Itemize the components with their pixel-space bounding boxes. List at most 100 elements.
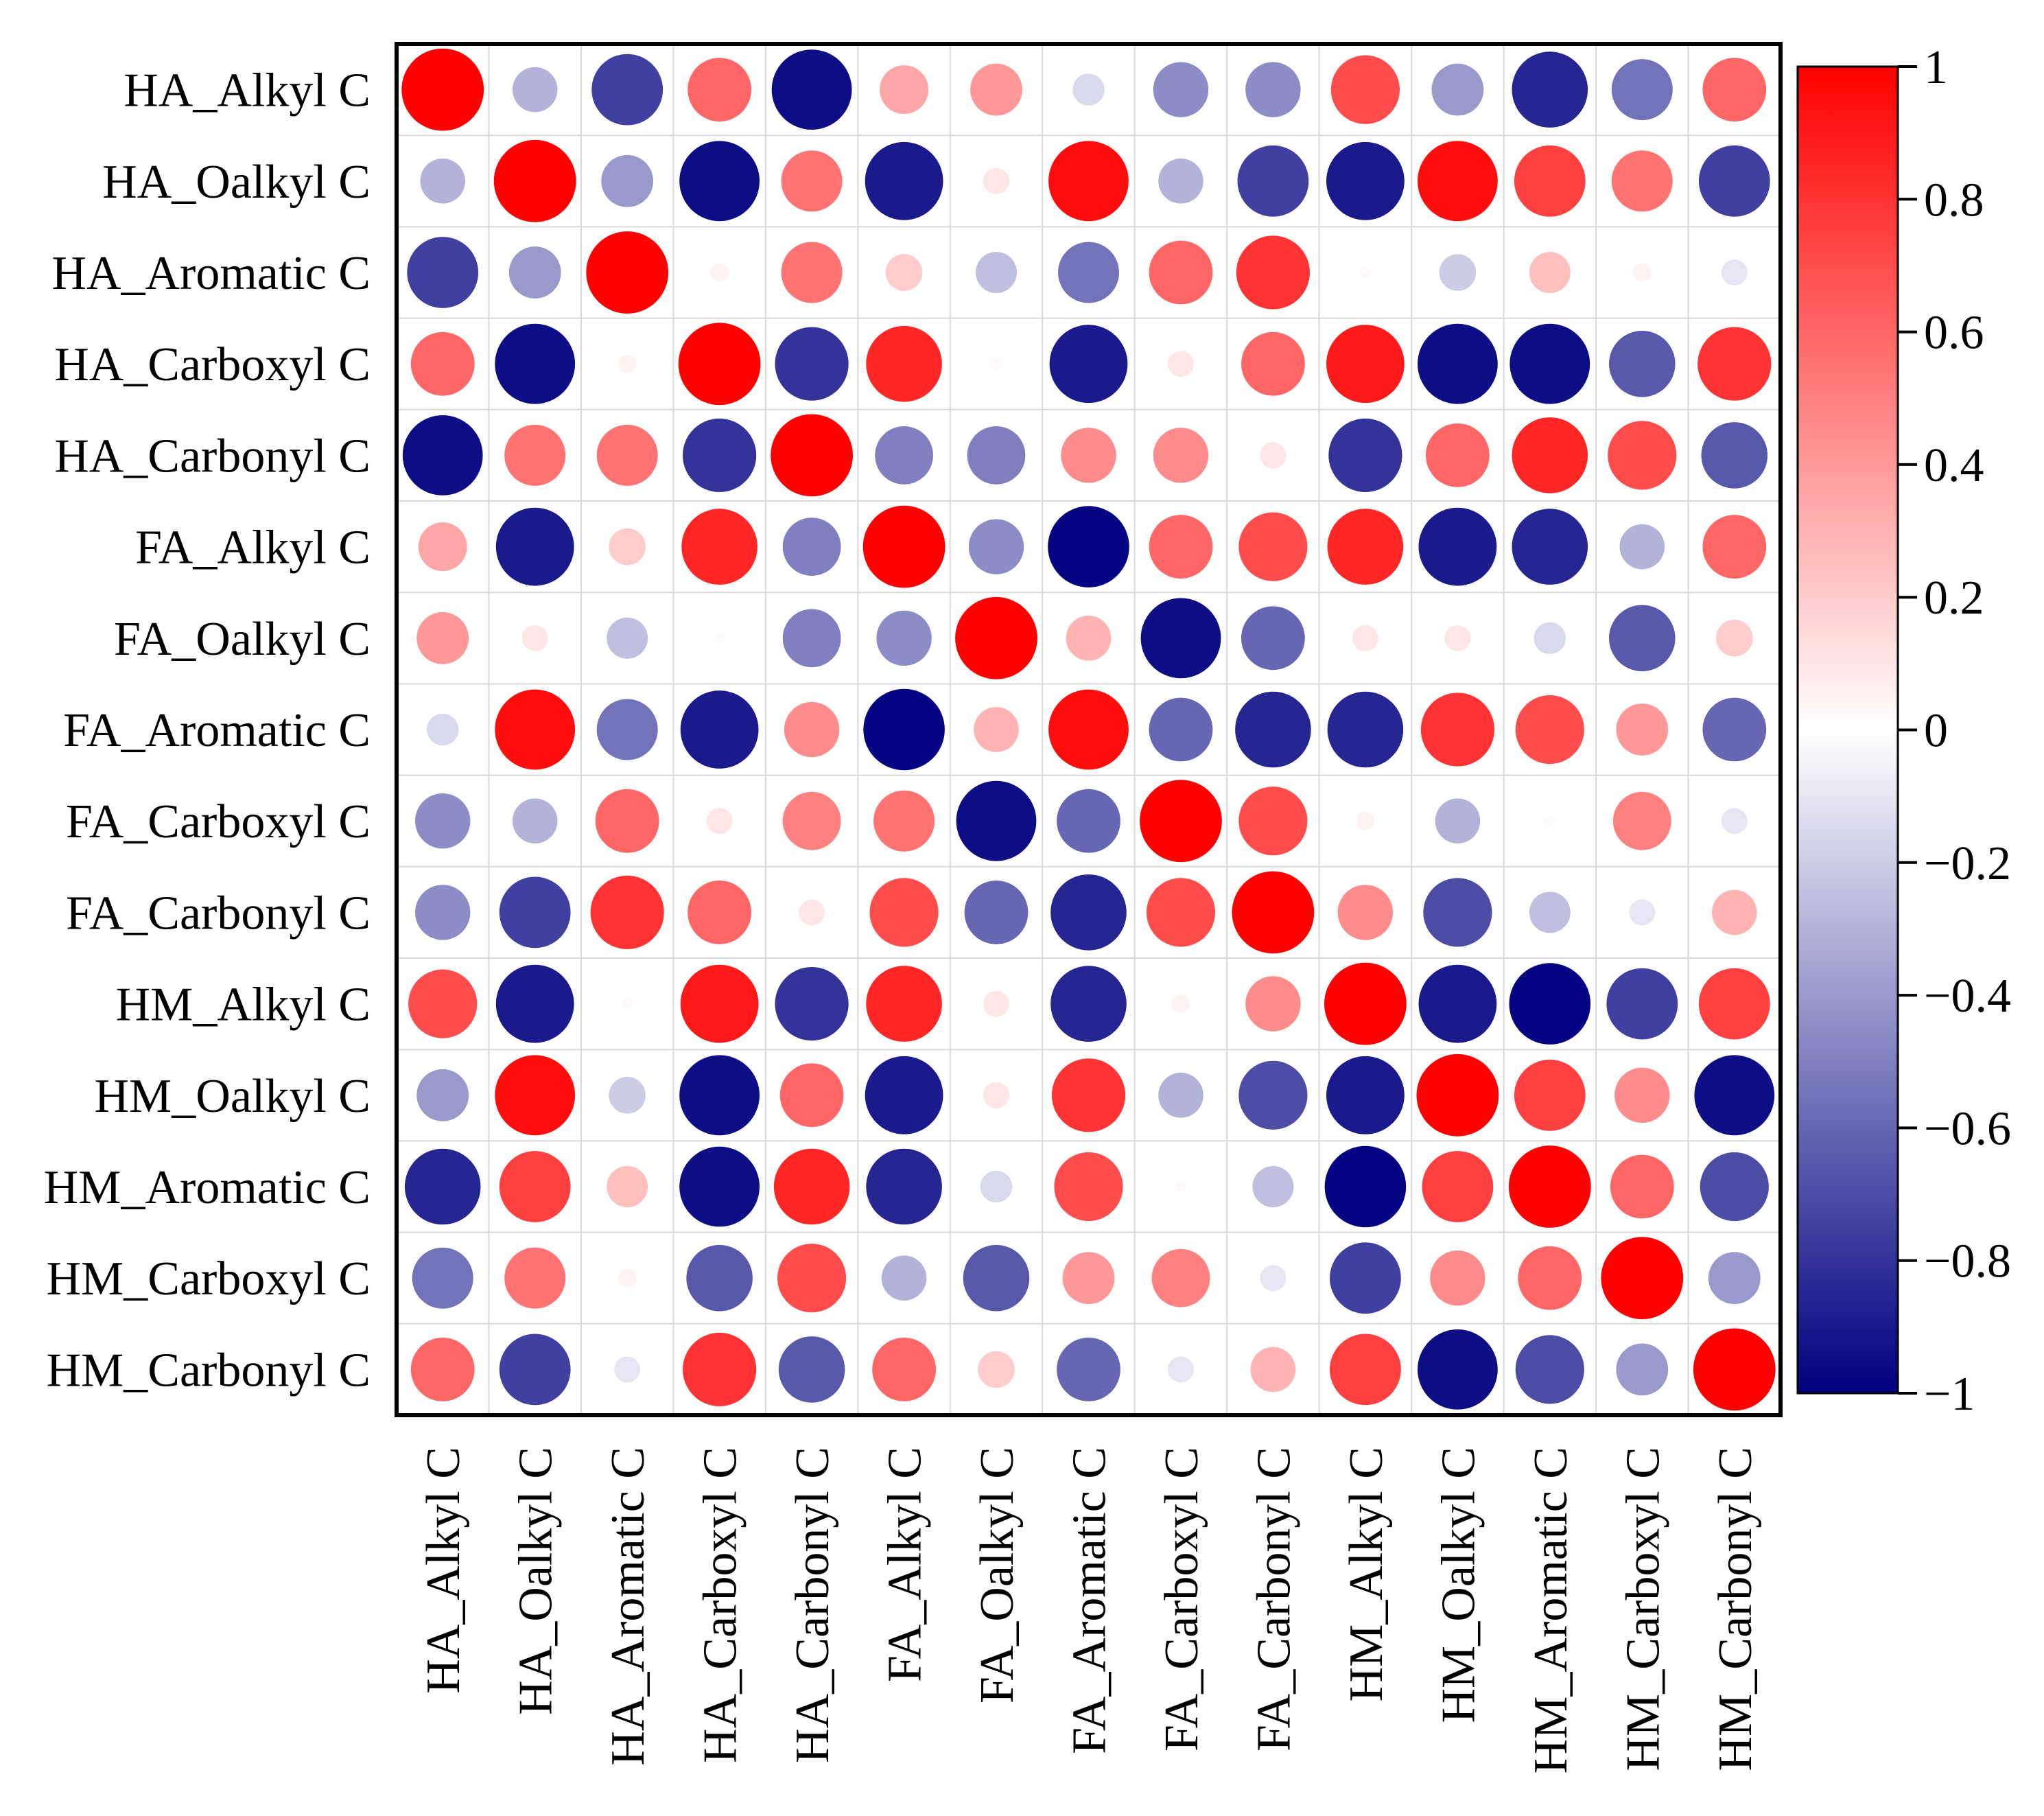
row-label: FA_Alkyl C bbox=[135, 522, 371, 574]
colorbar-tick-label: −0.8 bbox=[1924, 1235, 2011, 1288]
column-label: FA_Oalkyl C bbox=[971, 1447, 1024, 1703]
corr-circle-12-1 bbox=[500, 1151, 571, 1222]
corr-circle-5-10 bbox=[1328, 509, 1404, 585]
corr-circle-13-13 bbox=[1601, 1237, 1683, 1319]
corr-circle-9-10 bbox=[1338, 885, 1393, 940]
corr-circle-9-7 bbox=[1050, 874, 1127, 951]
corr-circle-5-9 bbox=[1238, 513, 1307, 581]
corr-circle-3-3 bbox=[679, 323, 761, 405]
column-label: HM_Oalkyl C bbox=[1432, 1447, 1485, 1723]
colorbar-tick-label: −0.6 bbox=[1924, 1102, 2011, 1155]
corr-circle-13-14 bbox=[1708, 1252, 1761, 1304]
corr-circle-12-11 bbox=[1422, 1151, 1494, 1222]
corr-circle-1-4 bbox=[782, 150, 843, 211]
row-label: HA_Carboxyl C bbox=[54, 338, 371, 391]
corr-circle-12-9 bbox=[1252, 1166, 1293, 1207]
corr-circle-2-6 bbox=[976, 252, 1017, 293]
corr-circle-1-1 bbox=[494, 140, 576, 222]
correlation-circles bbox=[401, 49, 1775, 1411]
corr-circle-7-2 bbox=[597, 699, 658, 760]
corr-circle-13-1 bbox=[504, 1248, 565, 1309]
corr-circle-11-4 bbox=[780, 1063, 844, 1127]
corr-circle-6-5 bbox=[876, 611, 931, 666]
row-label: FA_Carboxyl C bbox=[66, 795, 371, 848]
corr-circle-9-8 bbox=[1147, 878, 1215, 946]
corr-circle-8-8 bbox=[1140, 780, 1222, 862]
corr-circle-7-12 bbox=[1516, 695, 1584, 764]
corr-circle-0-11 bbox=[1432, 64, 1484, 116]
colorbar-tick-label: 0.8 bbox=[1924, 174, 1984, 226]
corr-circle-1-5 bbox=[865, 142, 943, 220]
corr-circle-5-3 bbox=[681, 509, 757, 585]
corr-circle-2-3 bbox=[710, 264, 729, 282]
corr-circle-7-14 bbox=[1702, 698, 1766, 762]
corr-circle-4-11 bbox=[1426, 423, 1490, 487]
corr-circle-11-11 bbox=[1417, 1054, 1499, 1137]
corr-circle-10-9 bbox=[1245, 976, 1300, 1031]
corr-circle-6-11 bbox=[1444, 625, 1470, 651]
column-label: HM_Carbonyl C bbox=[1709, 1447, 1762, 1771]
corr-circle-14-8 bbox=[1168, 1356, 1194, 1382]
corr-circle-1-6 bbox=[983, 168, 1009, 194]
corr-circle-12-6 bbox=[980, 1171, 1012, 1202]
corr-circle-8-14 bbox=[1722, 808, 1748, 834]
corr-circle-12-5 bbox=[866, 1149, 942, 1225]
corr-circle-5-12 bbox=[1512, 509, 1588, 585]
corr-circle-13-6 bbox=[963, 1245, 1030, 1312]
colorbar-tick-label: 0.4 bbox=[1924, 439, 1984, 492]
corr-circle-13-5 bbox=[882, 1255, 927, 1301]
column-label: HA_Aromatic C bbox=[602, 1447, 655, 1766]
corr-circle-13-0 bbox=[412, 1248, 473, 1309]
row-label: HM_Aromatic C bbox=[44, 1161, 371, 1214]
column-label: HA_Carboxyl C bbox=[694, 1447, 747, 1763]
corr-circle-3-12 bbox=[1509, 324, 1590, 404]
column-label: FA_Alkyl C bbox=[879, 1447, 932, 1682]
corr-circle-11-12 bbox=[1514, 1060, 1586, 1131]
row-label: HA_Carbonyl C bbox=[54, 430, 371, 482]
corr-circle-9-9 bbox=[1232, 872, 1315, 954]
corr-circle-4-6 bbox=[967, 426, 1026, 485]
corr-circle-10-11 bbox=[1419, 965, 1497, 1043]
corr-circle-4-8 bbox=[1153, 428, 1208, 482]
corr-circle-7-7 bbox=[1048, 690, 1129, 770]
corr-circle-12-7 bbox=[1054, 1152, 1123, 1221]
corr-circle-2-11 bbox=[1440, 254, 1477, 291]
corr-circle-7-4 bbox=[784, 702, 839, 757]
corr-circle-8-1 bbox=[513, 798, 558, 843]
corr-circle-8-13 bbox=[1613, 792, 1671, 850]
corr-circle-3-10 bbox=[1326, 325, 1405, 403]
colorbar-ticks: 1 0.8 0.6 0.4 0.2 0 −0.2 −0.4 −0.6 −0.8 −1 bbox=[1898, 41, 2011, 1421]
corr-circle-3-8 bbox=[1168, 351, 1194, 377]
corr-circle-9-5 bbox=[870, 878, 939, 946]
column-label: FA_Carbonyl C bbox=[1247, 1447, 1300, 1751]
corr-circle-5-7 bbox=[1048, 506, 1129, 587]
corr-circle-12-13 bbox=[1610, 1155, 1674, 1219]
corr-circle-1-3 bbox=[679, 141, 760, 221]
corr-circle-9-11 bbox=[1423, 878, 1492, 946]
corr-circle-1-10 bbox=[1326, 142, 1405, 220]
corr-circle-11-5 bbox=[865, 1056, 943, 1134]
corr-circle-14-5 bbox=[872, 1338, 936, 1401]
corr-circle-0-8 bbox=[1153, 62, 1208, 117]
corr-circle-5-13 bbox=[1620, 524, 1665, 570]
row-label: FA_Aromatic C bbox=[63, 704, 371, 757]
corr-circle-1-8 bbox=[1158, 159, 1203, 204]
corr-circle-0-7 bbox=[1072, 73, 1104, 105]
corr-circle-4-2 bbox=[597, 425, 658, 486]
corr-circle-5-11 bbox=[1419, 508, 1497, 586]
corr-circle-0-1 bbox=[513, 67, 558, 113]
corr-circle-11-6 bbox=[983, 1082, 1009, 1108]
corr-circle-14-2 bbox=[614, 1356, 640, 1382]
corr-circle-8-9 bbox=[1238, 787, 1307, 855]
corr-circle-5-4 bbox=[783, 517, 841, 576]
corr-circle-12-3 bbox=[679, 1147, 760, 1227]
corr-circle-12-8 bbox=[1175, 1181, 1187, 1193]
corr-circle-13-11 bbox=[1430, 1250, 1485, 1305]
corr-circle-1-2 bbox=[601, 155, 653, 207]
corr-circle-1-7 bbox=[1048, 141, 1129, 221]
corr-circle-1-11 bbox=[1418, 141, 1498, 221]
corr-circle-13-2 bbox=[618, 1269, 637, 1288]
corr-circle-14-10 bbox=[1330, 1334, 1401, 1406]
corr-circle-10-10 bbox=[1324, 963, 1407, 1045]
corr-circle-14-11 bbox=[1418, 1329, 1498, 1410]
